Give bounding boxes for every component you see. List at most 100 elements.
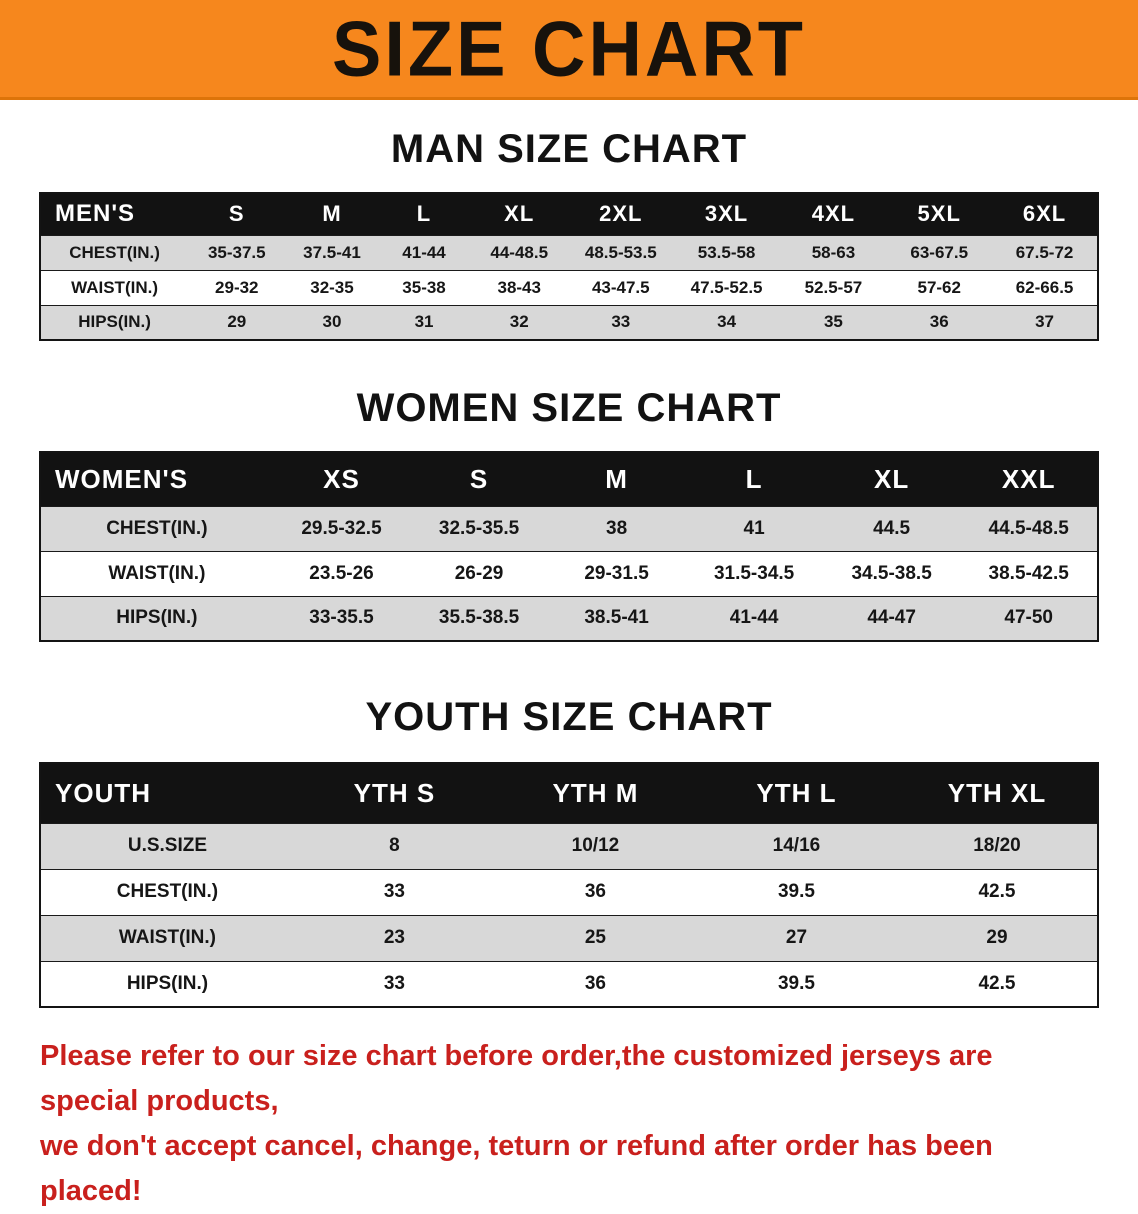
row-label: HIPS(IN.) <box>40 304 189 340</box>
table-row: CHEST(IN.) 35-37.5 37.5-41 41-44 44-48.5 48.5… <box>40 234 1098 270</box>
column-header-l: L <box>685 452 823 506</box>
size-value: 23.5-26 <box>272 550 411 596</box>
size-value: 32.5-35.5 <box>410 505 548 551</box>
column-header-yth-xl: YTH XL <box>896 763 1098 823</box>
size-value: 36 <box>494 868 696 915</box>
size-value: 62-66.5 <box>992 269 1098 305</box>
size-value: 10/12 <box>494 822 696 869</box>
size-value: 39.5 <box>695 868 897 915</box>
women-size-table-container: WOMEN'S XS S M L XL XXL CHEST(IN.) 29.5-32.5 32.5… <box>0 451 1138 642</box>
size-value: 33 <box>293 868 495 915</box>
size-value: 23 <box>293 914 495 961</box>
size-value: 30 <box>285 304 379 340</box>
disclaimer-line-2: we don't accept cancel, change, teturn o… <box>40 1129 993 1207</box>
size-value: 33-35.5 <box>272 595 411 641</box>
row-label: HIPS(IN.) <box>40 960 294 1007</box>
size-value: 57-62 <box>886 269 993 305</box>
column-header-xxl: XXL <box>960 452 1098 506</box>
column-header-xl: XL <box>822 452 961 506</box>
size-value: 41-44 <box>378 234 470 270</box>
size-value: 37.5-41 <box>285 234 379 270</box>
size-value: 8 <box>293 822 495 869</box>
column-header-4xl: 4XL <box>780 193 887 235</box>
youth-header-row: YOUTH YTH S YTH M YTH L YTH XL <box>40 763 1098 823</box>
row-label: WAIST(IN.) <box>40 914 294 961</box>
size-value: 18/20 <box>896 822 1098 869</box>
size-value: 44.5 <box>822 505 961 551</box>
size-value: 36 <box>886 304 993 340</box>
youth-table-title: YOUTH <box>40 763 294 823</box>
women-header-row: WOMEN'S XS S M L XL XXL <box>40 452 1098 506</box>
women-size-section: WOMEN SIZE CHART WOMEN'S XS S M L XL XXL CHEST(… <box>0 385 1138 642</box>
row-label: CHEST(IN.) <box>40 868 294 915</box>
man-size-chart-heading: MAN SIZE CHART <box>390 127 748 171</box>
size-value: 35-38 <box>378 269 470 305</box>
size-value: 34.5-38.5 <box>822 550 961 596</box>
men-header-row: MEN'S S M L XL 2XL 3XL 4XL 5XL 6XL <box>40 193 1098 235</box>
size-value: 42.5 <box>896 960 1098 1007</box>
column-header-yth-s: YTH S <box>293 763 495 823</box>
size-value: 33 <box>293 960 495 1007</box>
size-value: 27 <box>695 914 897 961</box>
size-value: 63-67.5 <box>886 234 993 270</box>
column-header-m: M <box>285 193 379 235</box>
size-value: 35-37.5 <box>188 234 286 270</box>
size-value: 31.5-34.5 <box>685 550 823 596</box>
column-header-s: S <box>410 452 548 506</box>
men-size-table: MEN'S S M L XL 2XL 3XL 4XL 5XL 6XL CHEST(IN.) 35-37… <box>39 192 1099 341</box>
size-value: 52.5-57 <box>780 269 887 305</box>
column-header-s: S <box>188 193 286 235</box>
column-header-6xl: 6XL <box>992 193 1098 235</box>
size-value: 37 <box>992 304 1098 340</box>
row-label: WAIST(IN.) <box>40 269 189 305</box>
size-value: 35.5-38.5 <box>410 595 548 641</box>
size-value: 14/16 <box>695 822 897 869</box>
size-value: 43-47.5 <box>568 269 673 305</box>
disclaimer-line-1: Please refer to our size chart before or… <box>40 1040 993 1117</box>
size-value: 38.5-41 <box>547 595 686 641</box>
size-value: 29.5-32.5 <box>272 505 411 551</box>
size-value: 32-35 <box>285 269 379 305</box>
size-value: 42.5 <box>896 868 1098 915</box>
youth-size-table-container: YOUTH YTH S YTH M YTH L YTH XL U.S.SIZE 8 10/12… <box>0 762 1138 1008</box>
table-row: CHEST(IN.) 33 36 39.5 42.5 <box>40 868 1098 915</box>
size-value: 33 <box>568 304 673 340</box>
youth-size-chart-heading: YOUTH SIZE CHART <box>365 695 773 739</box>
table-row: WAIST(IN.) 23.5-26 26-29 29-31.5 31.5-34.5 34… <box>40 550 1098 596</box>
size-value: 34 <box>672 304 781 340</box>
men-size-section: MAN SIZE CHART MEN'S S M L XL 2XL 3XL 4XL 5XL 6XL… <box>0 126 1138 341</box>
size-value: 38-43 <box>469 269 569 305</box>
size-value: 44.5-48.5 <box>960 505 1098 551</box>
size-value: 67.5-72 <box>992 234 1098 270</box>
size-value: 44-47 <box>822 595 961 641</box>
column-header-5xl: 5XL <box>886 193 993 235</box>
size-value: 35 <box>780 304 887 340</box>
men-table-title: MEN'S <box>40 193 189 235</box>
men-size-table-container: MEN'S S M L XL 2XL 3XL 4XL 5XL 6XL CHEST(IN.) 35-37… <box>0 192 1138 341</box>
order-disclaimer: Please refer to our size chart before or… <box>0 1034 1138 1214</box>
size-value: 44-48.5 <box>469 234 569 270</box>
size-chart-banner: SIZE CHART <box>0 0 1138 100</box>
column-header-3xl: 3XL <box>672 193 781 235</box>
size-value: 29 <box>896 914 1098 961</box>
row-label: CHEST(IN.) <box>40 505 273 551</box>
size-value: 39.5 <box>695 960 897 1007</box>
table-row: U.S.SIZE 8 10/12 14/16 18/20 <box>40 822 1098 869</box>
size-value: 29 <box>188 304 286 340</box>
column-header-l: L <box>378 193 470 235</box>
column-header-xs: XS <box>272 452 411 506</box>
column-header-m: M <box>547 452 686 506</box>
women-table-title: WOMEN'S <box>40 452 273 506</box>
row-label: WAIST(IN.) <box>40 550 273 596</box>
column-header-xl: XL <box>469 193 569 235</box>
table-row: WAIST(IN.) 23 25 27 29 <box>40 914 1098 961</box>
row-label: HIPS(IN.) <box>40 595 273 641</box>
size-value: 53.5-58 <box>672 234 781 270</box>
size-value: 25 <box>494 914 696 961</box>
column-header-2xl: 2XL <box>568 193 673 235</box>
size-value: 41-44 <box>685 595 823 641</box>
size-value: 29-32 <box>188 269 286 305</box>
size-value: 26-29 <box>410 550 548 596</box>
size-value: 41 <box>685 505 823 551</box>
table-row: HIPS(IN.) 29 30 31 32 33 34 35 36 37 <box>40 304 1098 340</box>
